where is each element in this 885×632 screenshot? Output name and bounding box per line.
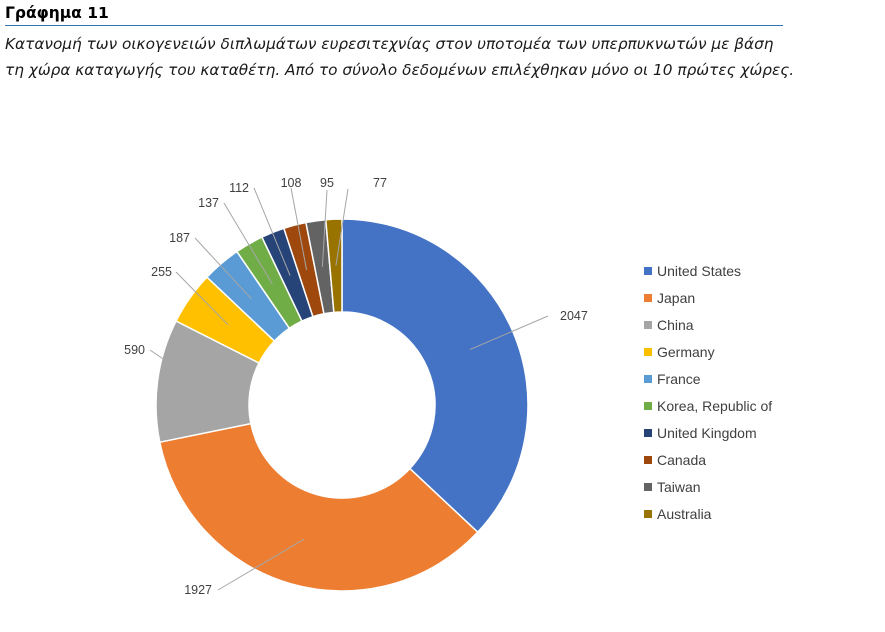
data-label-taiwan: 95 <box>320 176 334 190</box>
data-label-france: 187 <box>169 231 190 245</box>
legend-label-japan: Japan <box>657 290 695 306</box>
data-label-korea-republic-of: 137 <box>198 196 219 210</box>
legend-swatch-united-states <box>644 267 652 275</box>
donut-slices <box>156 219 528 591</box>
legend-swatch-taiwan <box>644 483 652 491</box>
legend-swatch-australia <box>644 510 652 518</box>
legend-label-france: France <box>657 371 701 387</box>
legend-swatch-korea-republic-of <box>644 402 652 410</box>
legend-swatch-united-kingdom <box>644 429 652 437</box>
legend-label-canada: Canada <box>657 452 706 468</box>
legend-label-united-states: United States <box>657 263 741 279</box>
legend-swatch-france <box>644 375 652 383</box>
data-label-united-kingdom: 112 <box>229 181 249 195</box>
slice-united-states <box>342 219 528 532</box>
legend-label-united-kingdom: United Kingdom <box>657 425 757 441</box>
legend: United States Japan China Germany France Kore… <box>644 263 772 522</box>
legend-label-korea-republic-of: Korea, Republic of <box>657 398 772 414</box>
data-label-australia: 77 <box>373 176 387 190</box>
legend-swatch-china <box>644 321 652 329</box>
legend-label-china: China <box>657 317 694 333</box>
data-label-germany: 255 <box>151 265 172 279</box>
data-label-united-states: 2047 <box>560 309 588 323</box>
data-label-japan: 1927 <box>184 583 212 597</box>
legend-label-australia: Australia <box>657 506 712 522</box>
legend-swatch-japan <box>644 294 652 302</box>
legend-swatch-germany <box>644 348 652 356</box>
legend-swatch-canada <box>644 456 652 464</box>
data-label-china: 590 <box>124 343 145 357</box>
data-label-canada: 108 <box>281 176 302 190</box>
donut-chart: 2047 1927 590 255 187 137 112 108 95 77 United St… <box>0 0 885 632</box>
legend-label-germany: Germany <box>657 344 715 360</box>
legend-label-taiwan: Taiwan <box>657 479 701 495</box>
